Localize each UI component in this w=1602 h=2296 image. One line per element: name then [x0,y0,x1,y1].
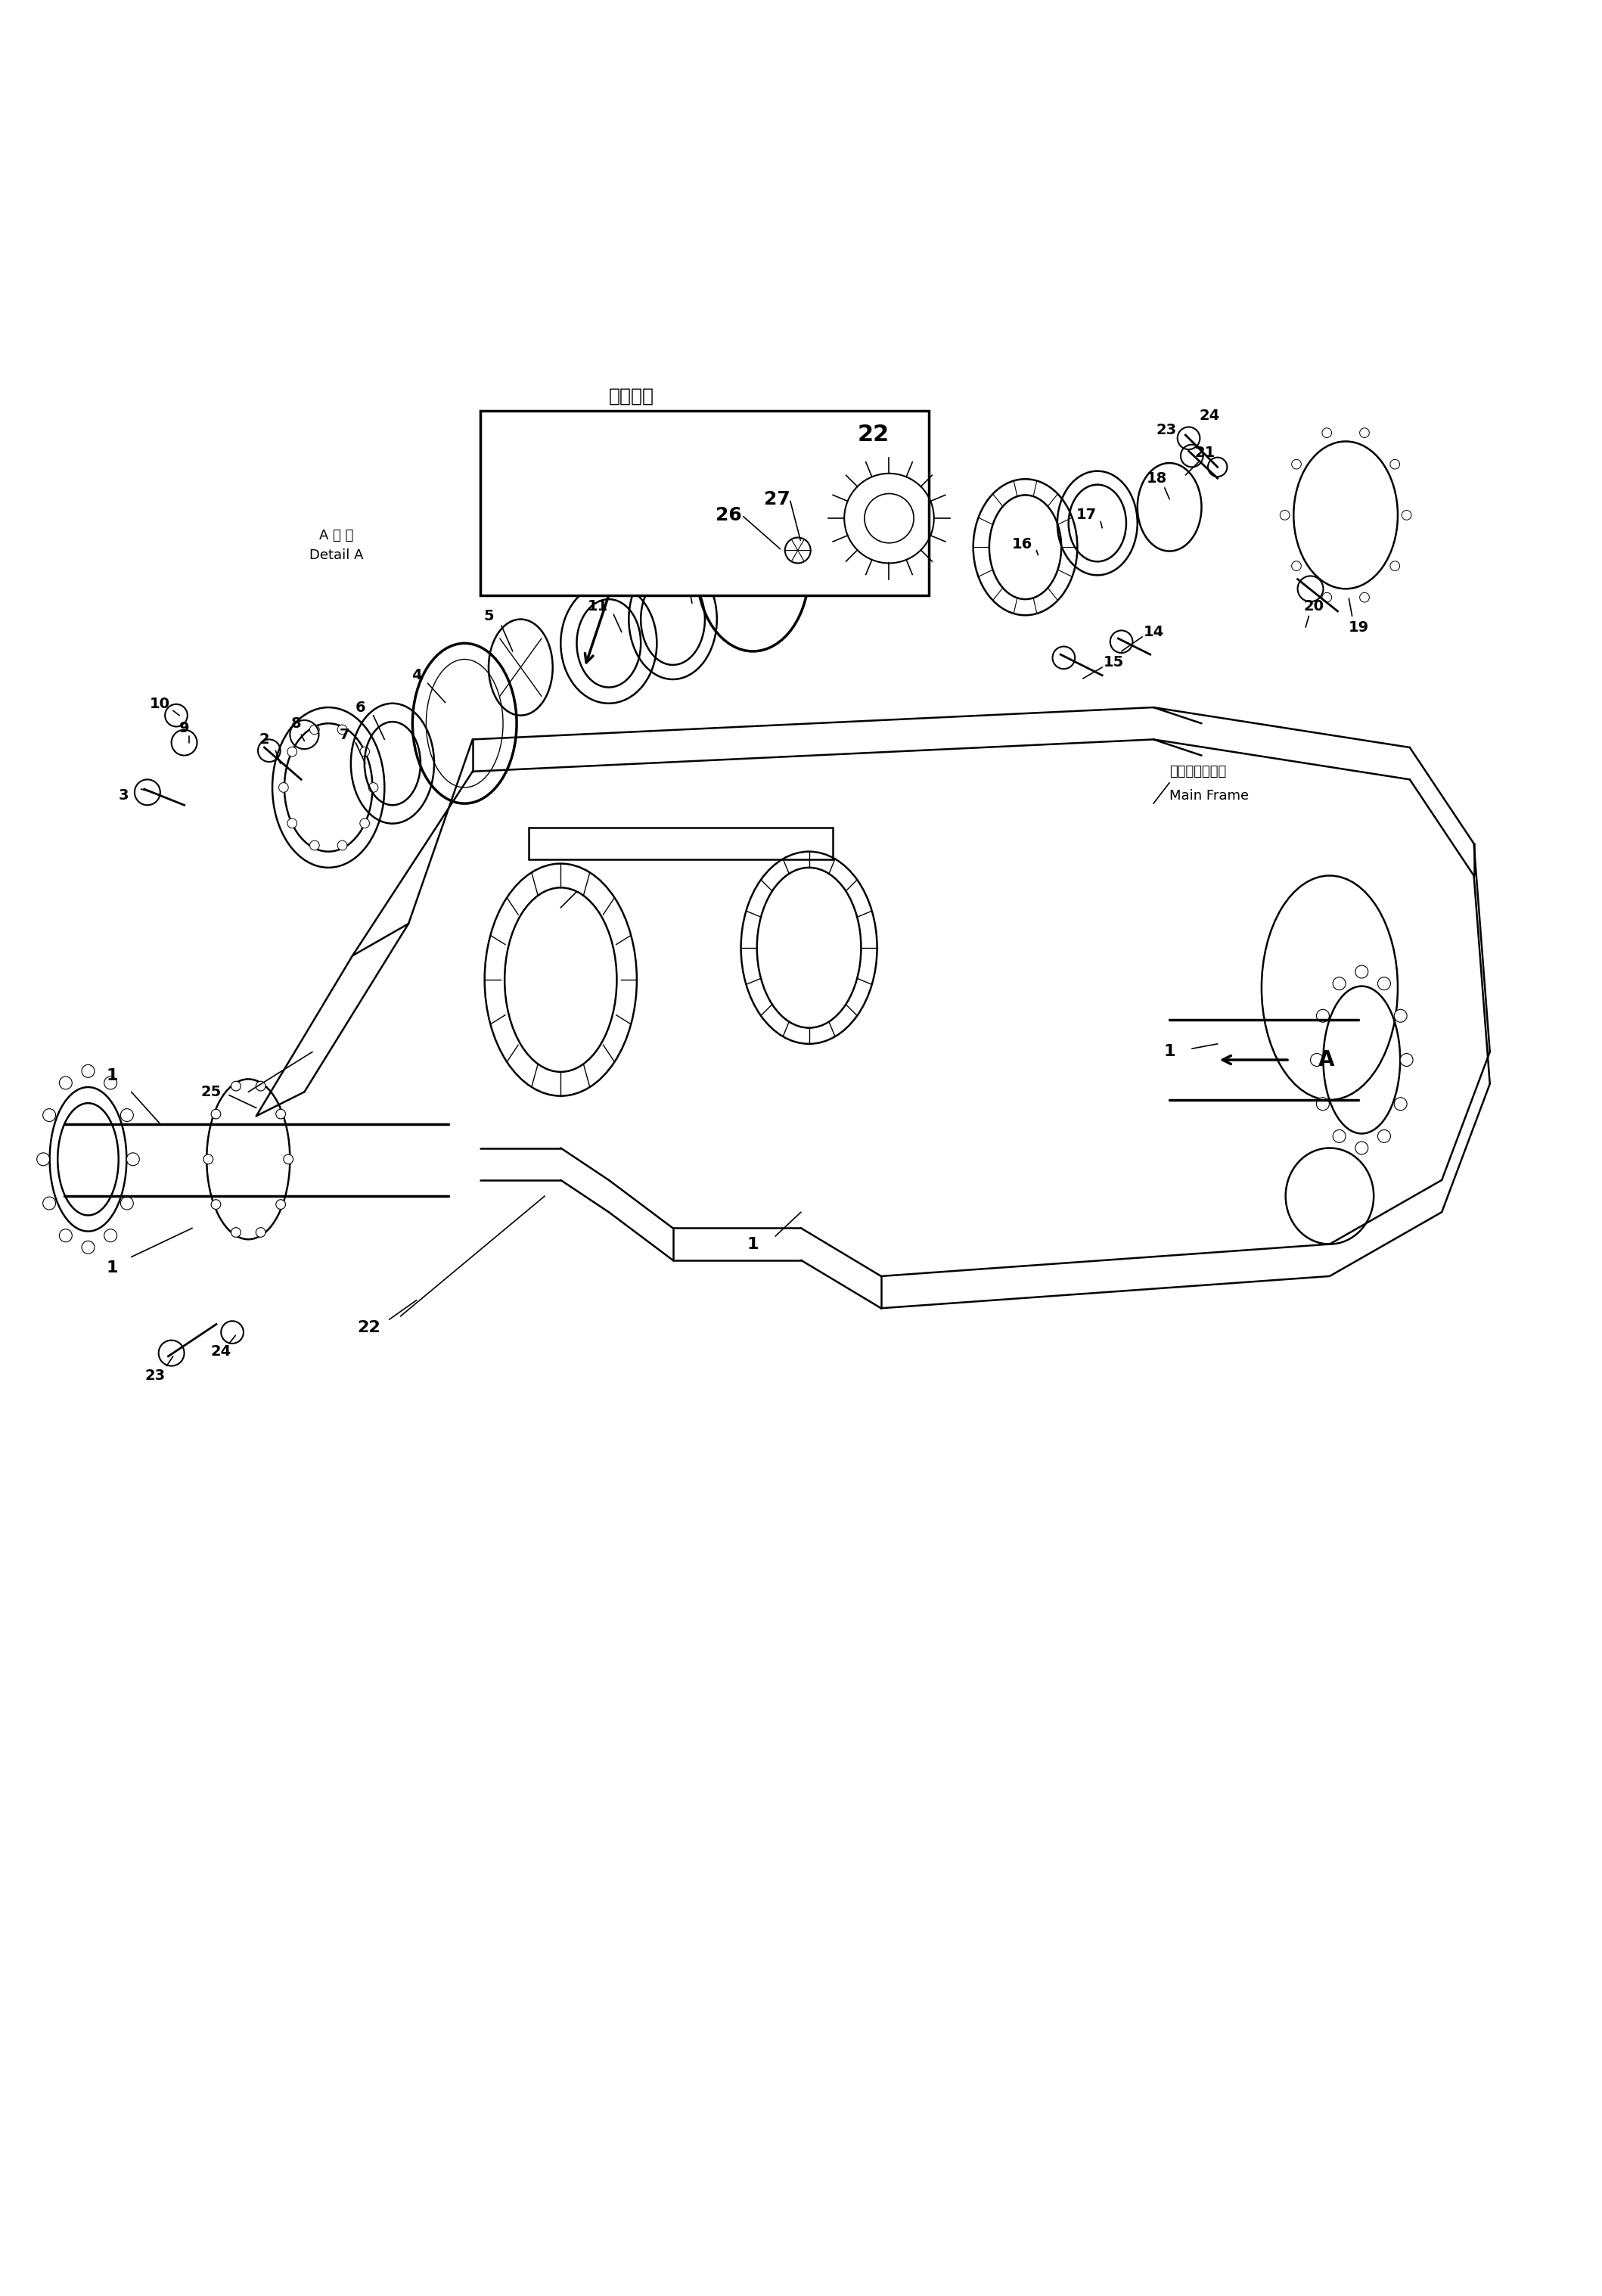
Circle shape [309,726,319,735]
Text: 13: 13 [731,537,750,553]
Circle shape [1394,1010,1407,1022]
Circle shape [43,1196,56,1210]
Text: 21: 21 [1195,445,1214,459]
Circle shape [1333,978,1346,990]
Circle shape [1322,592,1331,602]
Circle shape [59,1228,72,1242]
Circle shape [1355,1141,1368,1155]
Text: 23: 23 [146,1368,165,1382]
Text: 27: 27 [764,489,790,507]
Circle shape [127,1153,139,1166]
Circle shape [104,1077,117,1088]
Circle shape [1280,510,1290,519]
Circle shape [256,1228,266,1238]
Text: 14: 14 [1144,625,1163,638]
Text: Main Frame: Main Frame [1169,790,1250,801]
Circle shape [360,817,370,829]
Bar [481,411,929,595]
Text: 1: 1 [106,1261,119,1277]
Circle shape [120,1109,133,1120]
Text: 4: 4 [412,668,421,682]
Text: メインフレーム: メインフレーム [1169,765,1227,778]
Circle shape [1333,1130,1346,1143]
Text: 15: 15 [1104,654,1123,670]
Text: 5: 5 [484,608,493,622]
Text: 24: 24 [211,1343,231,1359]
Text: 11: 11 [588,599,607,613]
Text: 7: 7 [340,728,349,742]
Circle shape [1400,1054,1413,1065]
Text: 3: 3 [119,788,128,804]
Text: 26: 26 [716,505,742,523]
Circle shape [82,1065,95,1077]
Text: 2: 2 [260,732,269,746]
Text: 22: 22 [857,425,889,445]
Circle shape [1291,459,1301,468]
Circle shape [276,1199,285,1210]
Circle shape [1360,427,1370,439]
Circle shape [1291,560,1301,572]
Circle shape [37,1153,50,1166]
Circle shape [360,746,370,755]
Text: Serial No. 10352～: Serial No. 10352～ [609,413,796,432]
Circle shape [368,783,378,792]
Circle shape [1378,978,1391,990]
Circle shape [309,840,319,850]
Circle shape [104,1228,117,1242]
Circle shape [1391,459,1400,468]
Circle shape [1360,592,1370,602]
Circle shape [59,1077,72,1088]
Text: 19: 19 [1349,620,1368,634]
Circle shape [276,1109,285,1118]
Circle shape [279,783,288,792]
Circle shape [1317,1010,1330,1022]
Text: A 詳 細: A 詳 細 [319,528,354,542]
Text: 適用号機: 適用号機 [609,388,654,404]
Text: 1: 1 [1163,1045,1176,1058]
Text: 18: 18 [1147,471,1166,484]
Text: A: A [1318,1049,1334,1070]
Circle shape [1355,964,1368,978]
Text: 22: 22 [357,1320,380,1334]
Text: 1: 1 [747,1238,759,1251]
Circle shape [43,1109,56,1120]
Circle shape [284,1155,293,1164]
Text: 16: 16 [1012,537,1032,551]
Circle shape [231,1081,240,1091]
Text: 25: 25 [202,1084,221,1100]
Circle shape [211,1199,221,1210]
Text: 1: 1 [106,1068,119,1084]
Circle shape [82,1240,95,1254]
Circle shape [231,1228,240,1238]
Circle shape [1391,560,1400,572]
Circle shape [1317,1097,1330,1111]
Circle shape [1394,1097,1407,1111]
Text: 17: 17 [1077,507,1096,521]
Circle shape [120,1196,133,1210]
Circle shape [256,1081,266,1091]
Circle shape [1402,510,1411,519]
Circle shape [1310,1054,1323,1065]
Circle shape [287,746,296,755]
Circle shape [338,726,348,735]
Circle shape [203,1155,213,1164]
Text: 23: 23 [1157,422,1176,436]
Circle shape [338,840,348,850]
Text: 6: 6 [356,700,365,714]
Text: 10: 10 [151,698,170,712]
Circle shape [1378,1130,1391,1143]
Text: 24: 24 [1200,409,1219,422]
Text: Detail A: Detail A [309,549,364,563]
Text: 20: 20 [1304,599,1323,613]
Text: 9: 9 [179,721,189,735]
Circle shape [211,1109,221,1118]
Text: 8: 8 [292,716,301,730]
Text: 12: 12 [663,572,682,585]
Circle shape [1322,427,1331,439]
Circle shape [287,817,296,829]
